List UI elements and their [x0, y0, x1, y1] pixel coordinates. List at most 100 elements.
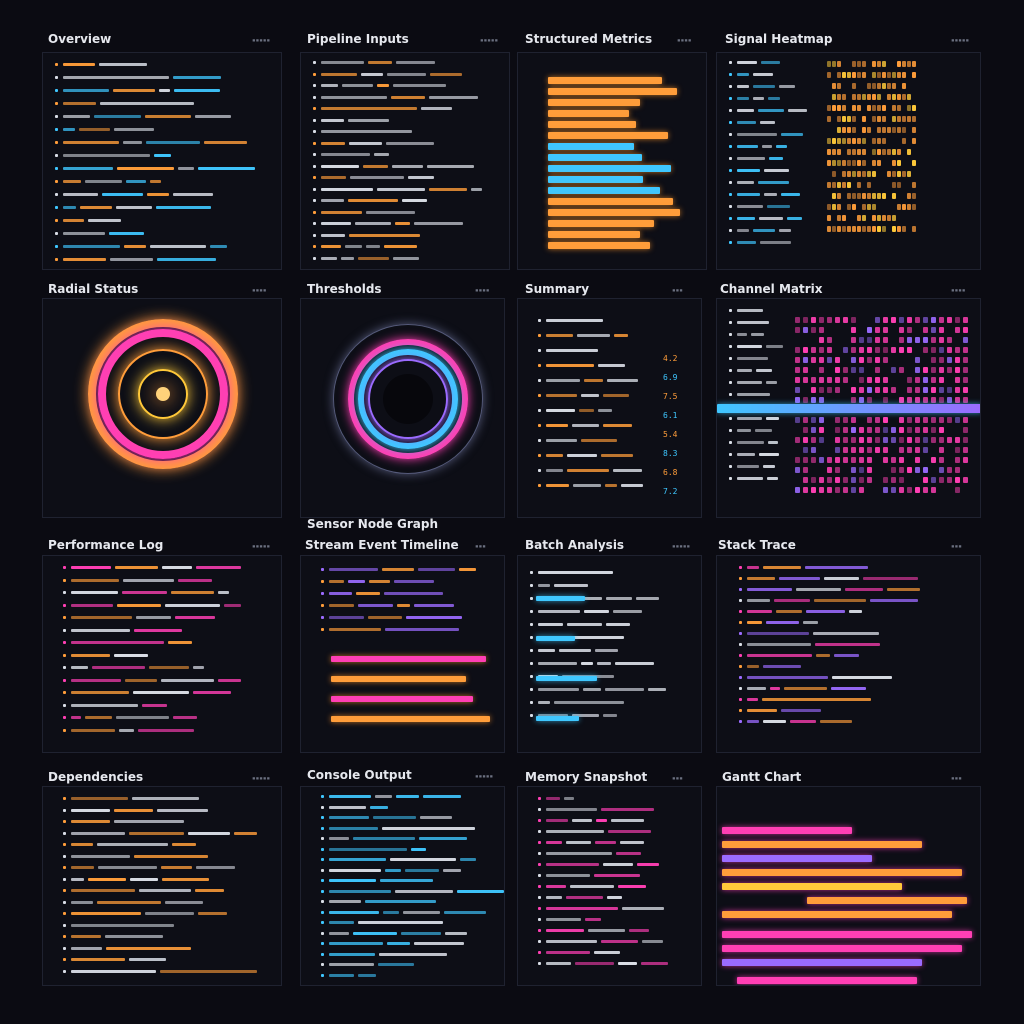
heat-cell — [882, 226, 886, 232]
text-line — [752, 73, 774, 76]
text-line — [737, 109, 754, 112]
matrix-cell — [947, 417, 952, 423]
gantt-bar[interactable] — [722, 827, 852, 834]
panel-title[interactable]: Batch Analysis — [525, 538, 625, 552]
text-line — [178, 167, 194, 170]
bullet-icon — [739, 665, 742, 668]
panel-title[interactable]: Channel Matrix — [720, 282, 823, 296]
panel-title[interactable]: Overview — [48, 32, 112, 46]
heat-cell — [867, 127, 871, 133]
matrix-cell — [907, 487, 912, 493]
text-line — [329, 868, 381, 872]
matrix-cell — [835, 427, 840, 433]
text-line — [546, 379, 581, 382]
text-line — [128, 958, 167, 961]
bullet-icon — [739, 643, 742, 646]
text-line — [321, 199, 344, 202]
gantt-bar[interactable] — [722, 931, 972, 938]
panel-title[interactable]: Stream Event Timeline — [305, 538, 459, 552]
gantt-bar[interactable] — [722, 959, 922, 966]
heat-cell — [892, 215, 896, 221]
bullet-icon — [538, 349, 541, 352]
heat-cell — [912, 116, 916, 122]
heat-cell — [842, 72, 846, 78]
heat-cell — [872, 204, 876, 210]
heat-cell — [892, 72, 896, 78]
panel-title[interactable]: Radial Status — [48, 282, 139, 296]
text-line — [126, 180, 146, 183]
panel-title[interactable]: Dependencies — [48, 770, 144, 784]
matrix-cell — [963, 357, 968, 363]
gantt-bar[interactable] — [722, 945, 962, 952]
gantt-bar[interactable] — [722, 883, 902, 890]
heat-cell — [832, 149, 836, 155]
panel-title[interactable]: Console Output — [307, 768, 412, 782]
text-line — [162, 566, 192, 569]
panel-title[interactable]: Pipeline Inputs — [307, 32, 409, 46]
matrix-cell — [803, 397, 808, 403]
text-line — [641, 940, 663, 943]
text-line — [546, 484, 569, 487]
bar — [331, 696, 474, 702]
text-line — [546, 852, 613, 855]
panel-title[interactable]: Thresholds — [307, 282, 382, 296]
text-line — [546, 940, 597, 943]
text-line — [329, 628, 382, 631]
text-line — [614, 662, 655, 665]
text-line — [762, 566, 802, 569]
gantt-bar[interactable] — [722, 911, 952, 918]
panel-title[interactable]: Signal Heatmap — [725, 32, 833, 46]
panel-title[interactable]: Memory Snapshot — [525, 770, 648, 784]
gantt-bar[interactable] — [722, 855, 872, 862]
heat-cell — [832, 171, 836, 177]
text-line — [747, 632, 810, 635]
text-line — [321, 130, 413, 133]
text-line — [761, 61, 781, 64]
text-line — [538, 584, 551, 587]
bullet-icon — [63, 877, 66, 881]
text-line — [824, 577, 860, 580]
text-line — [763, 169, 790, 172]
gantt-bar[interactable] — [807, 897, 967, 904]
text-line — [71, 808, 110, 812]
text-line — [352, 837, 415, 840]
text-line — [629, 929, 650, 932]
matrix-cell — [891, 317, 896, 323]
heat-cell — [892, 127, 896, 133]
panel-title[interactable]: Structured Metrics — [525, 32, 653, 46]
text-line — [863, 577, 918, 580]
panel-title[interactable]: Stack Trace — [718, 538, 796, 552]
text-line — [150, 245, 207, 248]
text-line — [737, 193, 760, 196]
gantt-bar[interactable] — [737, 977, 917, 984]
matrix-cell — [811, 327, 816, 333]
text-line — [602, 863, 633, 866]
text-line — [117, 167, 175, 170]
text-line — [357, 256, 389, 260]
matrix-cell — [891, 437, 896, 443]
text-line — [565, 636, 625, 639]
heat-cell — [887, 171, 891, 177]
heat-cell — [857, 138, 861, 144]
bullet-icon — [729, 453, 732, 456]
heat-cell — [882, 215, 886, 221]
heat-cell — [827, 182, 831, 188]
heat-cell — [872, 160, 876, 166]
ring-gauge — [118, 349, 208, 439]
gantt-bar[interactable] — [722, 869, 962, 876]
text-line — [357, 921, 444, 924]
matrix-cell — [907, 377, 912, 383]
text-line — [737, 453, 755, 456]
panel-title[interactable]: Gantt Chart — [722, 770, 802, 784]
text-line — [546, 808, 597, 811]
text-line — [546, 349, 598, 352]
heat-cell — [852, 94, 856, 100]
panel-title[interactable]: Summary — [525, 282, 590, 296]
gantt-bar[interactable] — [722, 841, 922, 848]
matrix-cell — [803, 367, 808, 373]
matrix-cell — [851, 387, 856, 393]
matrix-cell — [931, 487, 936, 493]
panel-title[interactable]: Performance Log — [48, 538, 164, 552]
text-line — [781, 133, 804, 136]
selection-band[interactable] — [717, 404, 980, 413]
